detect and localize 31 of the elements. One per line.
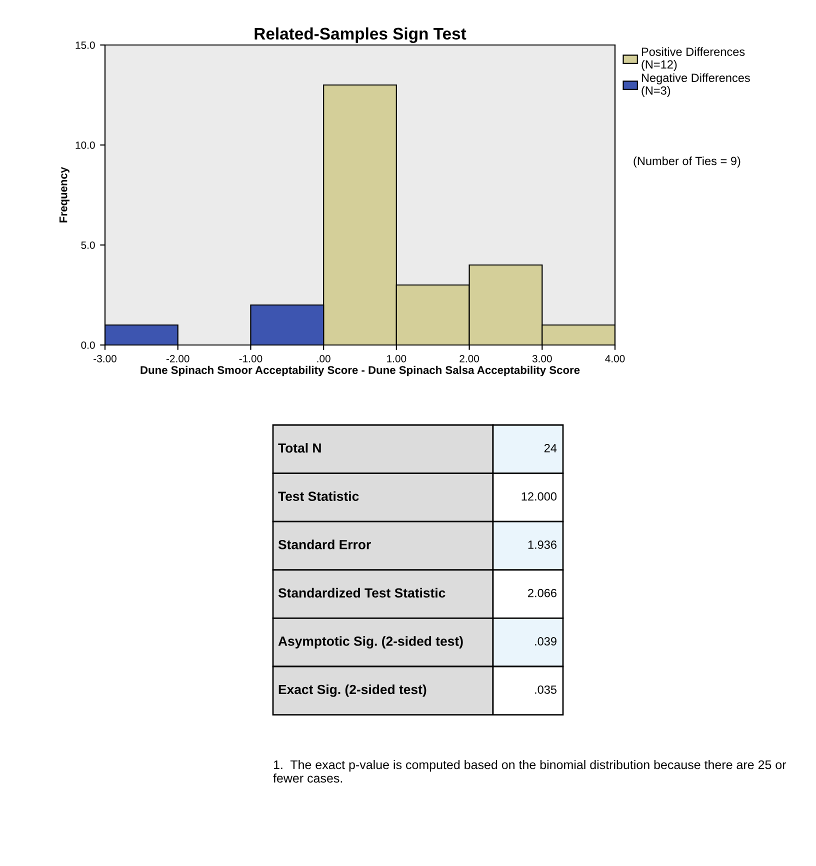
y-tick-label: 10.0 (76, 142, 95, 149)
y-tick-label: 5.0 (81, 242, 95, 249)
text: .035 (535, 685, 557, 694)
x-axis-title: Dune Spinach Smoor Acceptability Score - Dune Spinach Salsa Acceptability Score (140, 366, 580, 376)
legend-label: Positive Differences (N=12) (642, 47, 745, 71)
text: Standard Error (278, 540, 371, 550)
x-tick-label: 1.00 (387, 354, 406, 362)
text: 1. The exact p-value is computed based on the binomial distribution because there are 25 or fewer cases. (273, 760, 786, 783)
text: 12.000 (522, 492, 557, 501)
y-axis-title: Frequency (60, 166, 70, 222)
x-tick-label: 3.00 (532, 354, 552, 362)
x-tick-label: .00 (317, 354, 330, 362)
y-tick-label: 15.0 (76, 42, 95, 49)
text: Asymptotic Sig. (2-sided test) (278, 636, 463, 649)
x-tick-label: 2.00 (460, 354, 480, 362)
text: Standardized Test Statistic (278, 588, 446, 598)
text: Total N (278, 443, 321, 453)
chart-title: Related-Samples Sign Test (254, 27, 466, 43)
text: Test Statistic (278, 491, 359, 501)
x-tick-label: -1.00 (239, 354, 262, 362)
x-tick-label: 4.00 (605, 354, 625, 362)
x-tick-label: -2.00 (166, 354, 190, 362)
text: (Number of Ties = 9) (634, 156, 740, 168)
text: 1.936 (528, 540, 556, 549)
text: 2.066 (528, 588, 556, 598)
y-tick-label: 0.0 (81, 342, 95, 349)
x-tick-label: -3.00 (94, 354, 116, 362)
legend-label: Negative Differences (N=3) (642, 73, 750, 98)
text: .039 (535, 637, 556, 646)
text: Exact Sig. (2-sided test) (278, 684, 426, 697)
text: 24 (544, 444, 557, 452)
